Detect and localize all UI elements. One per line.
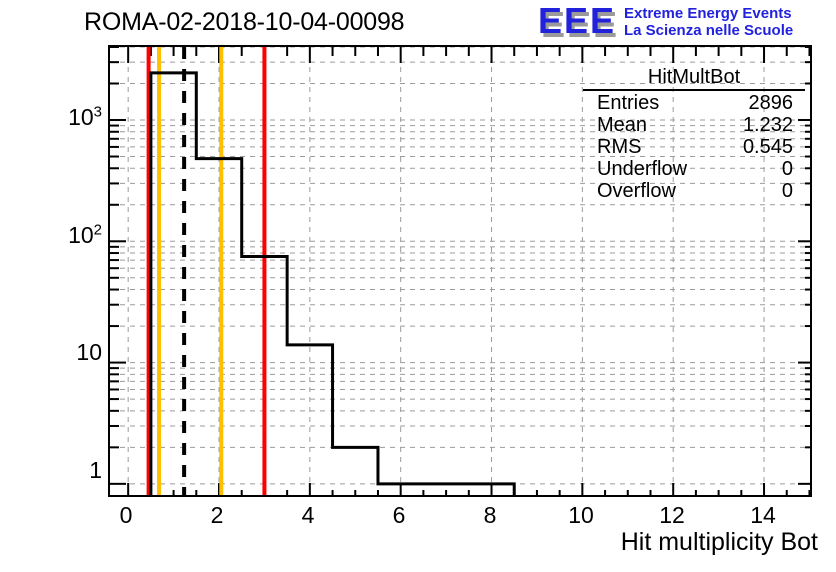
stats-value-rms: 0.545 (742, 136, 793, 158)
xtick-label-14: 14 (750, 502, 776, 528)
eee-logo: EEE EEE Extreme Energy Events La Scienza… (538, 2, 834, 44)
stats-row-rms: RMS 0.545 (583, 136, 805, 158)
eee-logo-letters: EEE (538, 0, 617, 41)
stats-value-mean: 1.232 (742, 114, 793, 136)
page-title: ROMA-02-2018-10-04-00098 (84, 8, 405, 36)
plot-area (110, 47, 810, 495)
ytick-label-10: 10 (76, 339, 102, 365)
xtick-label-10: 10 (568, 502, 594, 528)
stats-row-underflow: Underflow 0 (583, 158, 805, 180)
x-axis-title: Hit multiplicity Bot (620, 528, 818, 556)
stats-row-overflow: Overflow 0 (583, 180, 805, 202)
histogram-layer (149, 71, 516, 495)
stats-value-underflow: 0 (781, 158, 793, 180)
stats-label-overflow: Overflow (597, 180, 676, 202)
stats-box: HitMultBot Entries 2896 Mean 1.232 RMS 0… (583, 66, 805, 202)
eee-logo-shadow: EEE (541, 4, 620, 45)
xtick-label-4: 4 (301, 502, 315, 528)
eee-logo-line2: La Scienza nelle Scuole (624, 22, 794, 39)
stats-value-entries: 2896 (748, 92, 794, 114)
stats-box-title: HitMultBot (583, 66, 805, 91)
xtick-label-6: 6 (392, 502, 406, 528)
stats-value-overflow: 0 (781, 180, 793, 202)
ytick-label-1000: 103 (68, 103, 102, 130)
threshold-lines-layer (146, 47, 267, 495)
xtick-label-12: 12 (659, 502, 685, 528)
stats-row-entries: Entries 2896 (583, 92, 805, 114)
stats-row-mean: Mean 1.232 (583, 114, 805, 136)
stats-label-mean: Mean (597, 114, 648, 136)
histogram-outline (149, 71, 516, 495)
xtick-label-8: 8 (483, 502, 497, 528)
ytick-label-100: 102 (68, 221, 102, 248)
stats-label-underflow: Underflow (597, 158, 688, 180)
stats-label-entries: Entries (597, 92, 660, 114)
xtick-label-2: 2 (210, 502, 224, 528)
stats-label-rms: RMS (597, 136, 642, 158)
ytick-label-1: 1 (89, 457, 102, 483)
xtick-label-0: 0 (119, 502, 133, 528)
plot-frame (108, 45, 812, 497)
eee-logo-line1: Extreme Energy Events (624, 5, 792, 22)
